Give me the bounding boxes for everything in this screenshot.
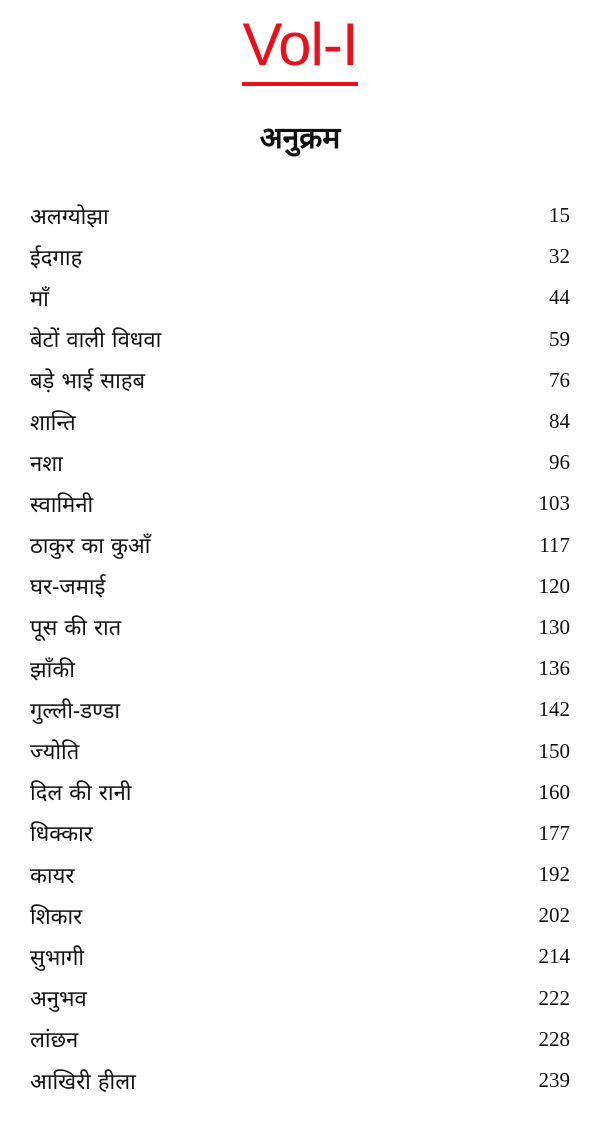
entry-page-number: 130 bbox=[538, 614, 571, 639]
entry-title: लांछन bbox=[30, 1028, 79, 1054]
entry-title: अलग्योझा bbox=[30, 204, 109, 230]
toc-entry: ठाकुर का कुआँ 117 bbox=[30, 525, 570, 566]
entry-title: शिकार bbox=[30, 904, 83, 930]
toc-entry: लांछन 228 bbox=[30, 1019, 570, 1060]
toc-entry: स्वामिनी 103 bbox=[30, 483, 570, 524]
entry-page-number: 228 bbox=[538, 1026, 571, 1051]
entry-page-number: 192 bbox=[538, 862, 571, 887]
toc-entry: शिकार 202 bbox=[30, 895, 570, 936]
entry-page-number: 15 bbox=[549, 203, 570, 228]
entry-title: ज्योति bbox=[30, 740, 80, 766]
entry-page-number: 103 bbox=[538, 491, 571, 516]
entry-title: धिक्कार bbox=[30, 822, 93, 848]
entry-page-number: 177 bbox=[538, 820, 571, 845]
toc-entry: झाँकी 136 bbox=[30, 648, 570, 689]
toc-entry: सुभागी 214 bbox=[30, 936, 570, 977]
entry-title: गुल्ली-डण्डा bbox=[30, 698, 121, 724]
entry-page-number: 239 bbox=[538, 1068, 571, 1093]
entry-title: नशा bbox=[30, 451, 63, 477]
toc-entry: बेटों वाली विधवा 59 bbox=[30, 319, 570, 360]
entry-page-number: 120 bbox=[538, 573, 571, 598]
entry-title: घर-जमाई bbox=[30, 575, 106, 601]
page-title: अनुक्रम bbox=[259, 121, 341, 156]
entry-title: दिल की रानी bbox=[30, 781, 132, 807]
entry-page-number: 136 bbox=[538, 656, 571, 681]
entry-title: आखिरी हीला bbox=[30, 1069, 136, 1095]
entry-title: कायर bbox=[30, 863, 75, 889]
toc-entry: माँ 44 bbox=[30, 277, 570, 318]
entry-title: सुभागी bbox=[30, 945, 85, 971]
entry-title: ठाकुर का कुआँ bbox=[30, 534, 151, 560]
entry-page-number: 59 bbox=[549, 326, 570, 351]
entry-page-number: 202 bbox=[538, 903, 571, 928]
entry-page-number: 76 bbox=[549, 367, 570, 392]
entry-title: ईदगाह bbox=[30, 245, 83, 271]
toc-entry: अनुभव 222 bbox=[30, 978, 570, 1019]
toc-entry: धिक्कार 177 bbox=[30, 813, 570, 854]
entry-page-number: 96 bbox=[549, 450, 570, 475]
volume-label: Vol-I bbox=[242, 14, 359, 86]
toc-entry: शान्ति 84 bbox=[30, 401, 570, 442]
entry-title: अनुभव bbox=[30, 987, 87, 1013]
entry-page-number: 44 bbox=[549, 285, 570, 310]
table-of-contents: अलग्योझा 15 ईदगाह 32 माँ 44 बेटों वाली विधवा 59… bbox=[30, 195, 570, 1101]
entry-title: शान्ति bbox=[30, 410, 76, 436]
entry-title: बेटों वाली विधवा bbox=[30, 328, 162, 354]
entry-page-number: 214 bbox=[538, 944, 571, 969]
entry-page-number: 32 bbox=[549, 244, 570, 269]
toc-entry: बड़े भाई साहब 76 bbox=[30, 360, 570, 401]
toc-entry: घर-जमाई 120 bbox=[30, 566, 570, 607]
entry-title: माँ bbox=[30, 286, 49, 312]
toc-entry: अलग्योझा 15 bbox=[30, 195, 570, 236]
toc-entry: गुल्ली-डण्डा 142 bbox=[30, 689, 570, 730]
entry-title: बड़े भाई साहब bbox=[30, 369, 146, 395]
toc-entry: आखिरी हीला 239 bbox=[30, 1060, 570, 1101]
entry-page-number: 142 bbox=[538, 697, 571, 722]
entry-page-number: 150 bbox=[538, 738, 571, 763]
entry-page-number: 117 bbox=[539, 532, 570, 557]
toc-entry: पूस की रात 130 bbox=[30, 607, 570, 648]
volume-heading: Vol-I bbox=[0, 14, 600, 86]
entry-title: झाँकी bbox=[30, 657, 75, 683]
toc-entry: ज्योति 150 bbox=[30, 730, 570, 771]
entry-title: स्वामिनी bbox=[30, 492, 94, 518]
toc-entry: कायर 192 bbox=[30, 854, 570, 895]
toc-entry: दिल की रानी 160 bbox=[30, 772, 570, 813]
entry-title: पूस की रात bbox=[30, 616, 122, 642]
toc-entry: ईदगाह 32 bbox=[30, 236, 570, 277]
toc-entry: नशा 96 bbox=[30, 442, 570, 483]
entry-page-number: 160 bbox=[538, 779, 571, 804]
entry-page-number: 84 bbox=[549, 409, 570, 434]
entry-page-number: 222 bbox=[538, 985, 571, 1010]
